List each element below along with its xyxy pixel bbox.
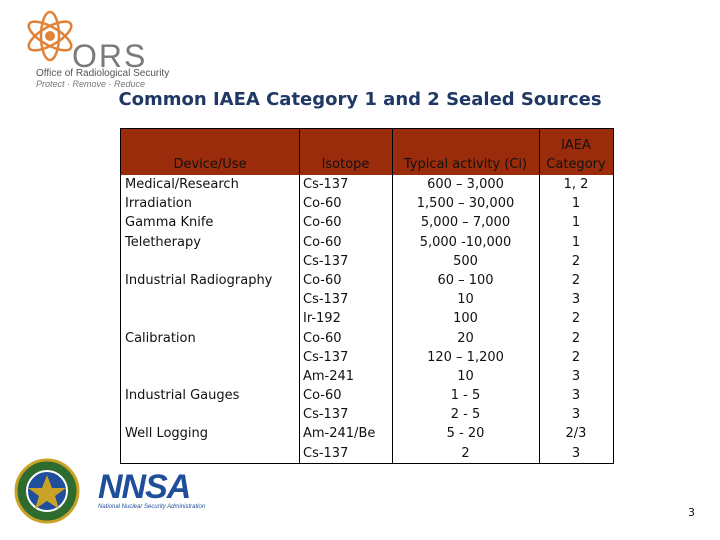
activity-cell: 1,500 – 30,000 <box>416 196 515 212</box>
isotope-cell: Co-60 <box>303 330 342 346</box>
activity-cell: 20 <box>457 330 474 346</box>
page-number: 3 <box>688 506 695 519</box>
activity-cell: 10 <box>457 368 474 384</box>
isotope-cell: Cs-137 <box>303 177 349 192</box>
column-divider <box>392 129 393 463</box>
column-divider <box>539 129 540 463</box>
category-cell: 2 <box>571 330 581 346</box>
category-cell: 2/3 <box>565 426 587 442</box>
category-cell: 1 <box>571 196 581 212</box>
activity-cell: 500 <box>453 253 478 269</box>
sealed-sources-table: Device/Use Isotope Typical activity (Ci)… <box>120 128 614 464</box>
header-isotope: Isotope <box>321 157 370 172</box>
activity-cell: 5,000 – 7,000 <box>420 215 511 231</box>
header-device: Device/Use <box>173 157 247 172</box>
category-cell: 2 <box>571 272 581 288</box>
category-cell: 1, 2 <box>563 177 589 192</box>
device-cell: Industrial Radiography <box>125 272 273 288</box>
device-cell: Well Logging <box>125 426 209 442</box>
activity-cell: 2 - 5 <box>450 407 481 423</box>
category-cell: 3 <box>571 407 581 423</box>
header-activity: Typical activity (Ci) <box>403 157 528 172</box>
isotope-cell: Am-241 <box>303 368 355 384</box>
isotope-cell: Am-241/Be <box>303 426 376 442</box>
category-column: 1, 2 1 1 1 2 2 3 2 2 2 3 3 3 2/3 3 <box>539 175 613 463</box>
ors-tagline: Protect · Remove · Reduce <box>36 79 146 89</box>
device-cell: Medical/Research <box>125 177 239 192</box>
device-cell: Gamma Knife <box>125 215 214 231</box>
activity-cell: 60 – 100 <box>437 272 494 288</box>
isotope-cell: Cs-137 <box>303 349 349 365</box>
category-cell: 3 <box>571 292 581 308</box>
atom-icon <box>27 10 73 62</box>
device-cell: Irradiation <box>125 196 192 212</box>
nnsa-wordmark: NNSA <box>98 468 191 506</box>
isotope-cell: Cs-137 <box>303 445 349 461</box>
isotope-cell: Co-60 <box>303 215 342 231</box>
category-cell: 2 <box>571 253 581 269</box>
activity-cell: 5,000 -10,000 <box>419 234 512 250</box>
activity-cell: 100 <box>453 311 478 327</box>
ors-logo: ORS Office of Radiological Security Prot… <box>22 8 192 89</box>
category-cell: 3 <box>571 388 581 404</box>
device-cell: Calibration <box>125 330 196 346</box>
isotope-cell: Cs-137 <box>303 292 349 308</box>
device-column: Medical/Research Irradiation Gamma Knife… <box>125 175 272 463</box>
ors-office-name: Office of Radiological Security <box>36 68 170 79</box>
isotope-cell: Co-60 <box>303 196 342 212</box>
device-cell: Industrial Gauges <box>125 388 240 404</box>
column-divider <box>299 129 300 463</box>
isotope-cell: Co-60 <box>303 234 342 250</box>
category-cell: 2 <box>571 349 581 365</box>
category-cell: 2 <box>571 311 581 327</box>
activity-cell: 120 – 1,200 <box>427 349 504 365</box>
isotope-cell: Cs-137 <box>303 407 349 423</box>
isotope-cell: Co-60 <box>303 388 342 404</box>
activity-cell: 5 - 20 <box>446 426 485 442</box>
activity-cell: 10 <box>457 292 474 308</box>
header-category-line1: IAEA <box>561 138 591 153</box>
isotope-cell: Ir-192 <box>303 311 341 327</box>
isotope-cell: Cs-137 <box>303 253 349 269</box>
activity-cell: 600 – 3,000 <box>427 177 504 192</box>
category-cell: 3 <box>571 368 581 384</box>
isotope-column: Cs-137 Co-60 Co-60 Co-60 Cs-137 Co-60 Cs… <box>303 175 375 463</box>
nnsa-logo: NNSA National Nuclear Security Administr… <box>98 468 258 514</box>
activity-column: 600 – 3,000 1,500 – 30,000 5,000 – 7,000… <box>392 175 539 463</box>
category-cell: 3 <box>571 445 581 461</box>
category-cell: 1 <box>571 234 581 250</box>
page-title: Common IAEA Category 1 and 2 Sealed Sour… <box>118 89 602 110</box>
table-header-background <box>121 129 613 175</box>
nnsa-full-name: National Nuclear Security Administration <box>98 504 206 510</box>
isotope-cell: Co-60 <box>303 272 342 288</box>
ors-wordmark: ORS <box>72 38 148 74</box>
doe-seal-icon <box>14 458 80 524</box>
activity-cell: 2 <box>461 445 470 461</box>
device-cell: Teletherapy <box>125 234 201 250</box>
category-cell: 1 <box>571 215 581 231</box>
activity-cell: 1 - 5 <box>450 388 481 404</box>
header-category-line2: Category <box>546 157 606 172</box>
